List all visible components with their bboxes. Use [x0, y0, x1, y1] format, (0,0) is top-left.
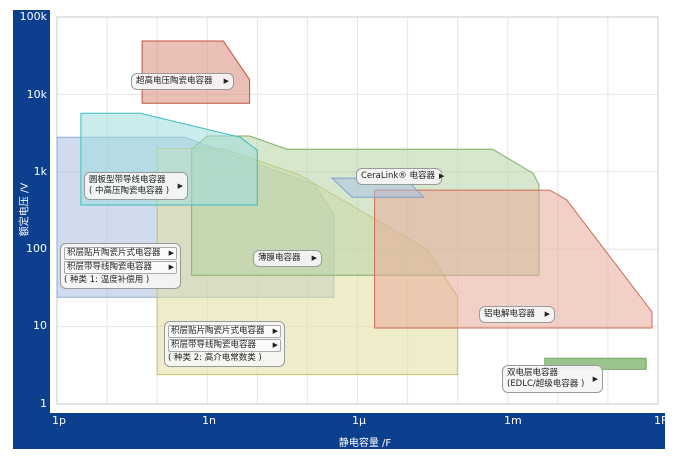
region-aluminum[interactable]	[374, 189, 653, 329]
y-tick-label: 100k	[19, 10, 47, 23]
arrow-right-icon: ▶	[311, 254, 317, 262]
x-tick-label: 1µ	[352, 414, 366, 427]
label-note: ( 种类 1: 温度补偿用 )	[64, 275, 150, 285]
label-ultra-high-voltage-ceramic[interactable]: 超高电压陶瓷电容器 ▶	[131, 73, 234, 90]
arrow-right-icon: ▶	[168, 263, 174, 271]
label-film[interactable]: 薄膜电容器 ▶	[253, 250, 322, 267]
label-text: 薄膜电容器	[258, 253, 301, 263]
label-edlc[interactable]: 双电层电容器 (EDLC/超级电容器 ) ▶	[502, 365, 603, 393]
label-disc-leaded[interactable]: 圆板型带导线电容器( 中高压陶瓷电容器 ) ▶	[84, 172, 188, 200]
link-class1-leaded[interactable]: 积层带导线陶瓷电容器 ▶	[64, 261, 177, 274]
x-tick-label: 1n	[202, 414, 216, 427]
label-text: 积层带导线陶瓷电容器	[67, 262, 153, 272]
label-text: ( 中高压陶瓷电容器 )	[89, 186, 170, 196]
label-text: 积层贴片陶瓷片式电容器	[171, 326, 265, 336]
x-tick-label: 1F	[654, 414, 668, 427]
x-axis-title: 静电容量 /F	[338, 438, 392, 449]
label-text: (EDLC/超级电容器 )	[507, 379, 585, 389]
label-note: ( 种类 2: 高介电常数类 )	[168, 353, 262, 363]
y-axis-band	[13, 10, 50, 413]
label-ceralink[interactable]: CeraLink® 电容器 ▶	[356, 168, 445, 185]
y-tick-label: 10	[33, 319, 47, 332]
label-group-class1: 积层贴片陶瓷片式电容器 ▶ 积层带导线陶瓷电容器 ▶ ( 种类 1: 温度补偿用 )	[60, 243, 181, 289]
y-axis-title: 额定电压 /V	[19, 182, 31, 237]
y-tick-label: 1	[40, 397, 47, 410]
arrow-right-icon: ▶	[592, 374, 598, 383]
x-tick-label: 1p	[52, 414, 66, 427]
link-class2-leaded[interactable]: 积层带导线陶瓷电容器 ▶	[168, 339, 281, 352]
label-text: 积层贴片陶瓷片式电容器	[67, 248, 161, 258]
label-text: CeraLink® 电容器	[361, 171, 435, 181]
arrow-right-icon: ▶	[272, 341, 278, 349]
label-text: 超高电压陶瓷电容器	[136, 76, 213, 86]
label-aluminum-electrolytic[interactable]: 铝电解电容器 ▶	[479, 306, 555, 323]
label-text: 圆板型带导线电容器	[89, 175, 166, 185]
x-tick-label: 1m	[504, 414, 522, 427]
link-class2-chip[interactable]: 积层贴片陶瓷片式电容器 ▶	[168, 325, 281, 338]
label-text: 双电层电容器	[507, 368, 559, 378]
arrow-right-icon: ▶	[544, 310, 550, 318]
y-tick-label: 100	[26, 242, 47, 255]
arrow-right-icon: ▶	[272, 327, 278, 335]
link-class1-chip[interactable]: 积层贴片陶瓷片式电容器 ▶	[64, 247, 177, 260]
y-tick-label: 1k	[33, 165, 47, 178]
x-axis-band	[13, 413, 665, 449]
arrow-right-icon: ▶	[168, 249, 174, 257]
label-text: 铝电解电容器	[484, 309, 536, 319]
arrow-right-icon: ▶	[438, 172, 445, 180]
label-text: 积层带导线陶瓷电容器	[171, 340, 257, 350]
y-tick-label: 10k	[26, 88, 47, 101]
arrow-right-icon: ▶	[223, 77, 229, 85]
label-group-class2: 积层贴片陶瓷片式电容器 ▶ 积层带导线陶瓷电容器 ▶ ( 种类 2: 高介电常数类 …	[164, 321, 285, 367]
arrow-right-icon: ▶	[177, 181, 183, 190]
